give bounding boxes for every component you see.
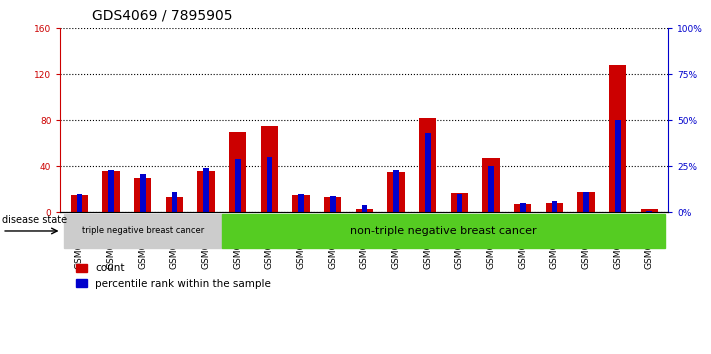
Bar <box>545 203 563 212</box>
Bar <box>615 120 621 212</box>
Bar <box>577 192 594 212</box>
Bar <box>552 201 557 212</box>
Bar <box>292 195 310 212</box>
Bar <box>393 170 399 212</box>
Bar <box>488 166 494 212</box>
Bar <box>641 209 658 212</box>
Bar <box>298 194 304 212</box>
Bar <box>77 194 82 212</box>
Bar <box>235 159 240 212</box>
Bar <box>102 171 119 212</box>
Bar <box>140 174 146 212</box>
Bar <box>324 198 341 212</box>
Bar <box>419 118 437 212</box>
Text: triple negative breast cancer: triple negative breast cancer <box>82 227 204 235</box>
Bar <box>646 211 652 212</box>
Bar <box>229 132 247 212</box>
Bar <box>425 133 431 212</box>
Bar <box>198 171 215 212</box>
Bar <box>356 209 373 212</box>
Bar <box>330 196 336 212</box>
Bar <box>451 193 468 212</box>
Bar <box>520 203 525 212</box>
Bar <box>482 158 500 212</box>
Bar <box>361 205 368 212</box>
Bar <box>387 172 405 212</box>
Bar <box>166 198 183 212</box>
Bar <box>514 204 531 212</box>
Bar <box>267 157 272 212</box>
Bar <box>134 178 151 212</box>
Bar <box>583 192 589 212</box>
Bar <box>609 65 626 212</box>
Text: GDS4069 / 7895905: GDS4069 / 7895905 <box>92 9 233 23</box>
Bar <box>108 170 114 212</box>
Bar <box>70 195 88 212</box>
Legend: count, percentile rank within the sample: count, percentile rank within the sample <box>76 263 271 289</box>
Bar <box>456 194 462 212</box>
Bar <box>261 126 278 212</box>
Bar <box>203 168 209 212</box>
Text: non-triple negative breast cancer: non-triple negative breast cancer <box>351 226 537 236</box>
Text: disease state: disease state <box>2 215 68 225</box>
Bar <box>171 192 177 212</box>
